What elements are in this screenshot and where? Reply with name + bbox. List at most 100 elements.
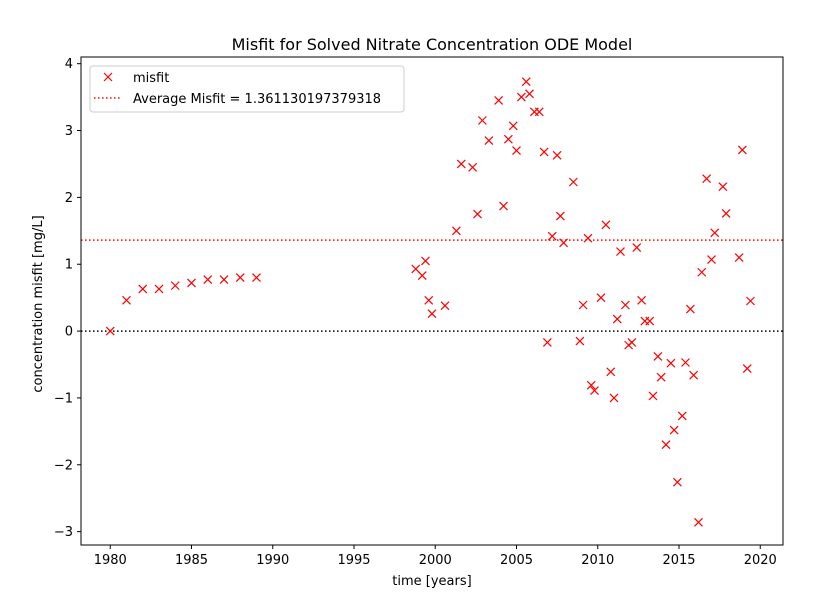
x-tick-label: 2015	[662, 553, 695, 568]
legend-label-average: Average Misfit = 1.361130197379318	[133, 92, 381, 107]
y-tick-label: −2	[54, 458, 73, 473]
misfit-point	[451, 226, 461, 236]
legend-label-misfit: misfit	[133, 71, 169, 86]
misfit-point	[122, 295, 131, 305]
misfit-point	[494, 96, 504, 105]
y-tick-label: 2	[65, 191, 73, 206]
misfit-point	[648, 391, 658, 401]
misfit-point	[666, 358, 676, 368]
misfit-point	[609, 393, 619, 403]
misfit-point	[694, 517, 703, 527]
misfit-point	[710, 228, 720, 238]
x-tick-label: 2010	[581, 553, 614, 568]
misfit-point	[484, 136, 494, 145]
misfit-point	[656, 372, 666, 382]
misfit-point	[677, 411, 687, 421]
misfit-point	[417, 271, 427, 281]
misfit-point	[637, 295, 647, 305]
misfit-point	[516, 92, 526, 102]
misfit-point	[539, 147, 549, 157]
misfit-point	[252, 273, 261, 283]
misfit-point	[721, 209, 731, 218]
misfit-point	[508, 121, 518, 131]
misfit-point	[685, 304, 695, 314]
y-tick-label: 4	[65, 57, 73, 72]
misfit-point	[468, 162, 478, 172]
misfit-point	[427, 309, 437, 319]
misfit-point	[559, 238, 569, 248]
misfit-point	[697, 267, 707, 277]
misfit-point	[742, 364, 752, 373]
misfit-point	[525, 89, 534, 99]
misfit-point	[645, 316, 655, 326]
misfit-point	[440, 301, 450, 311]
x-axis-label: time [years]	[392, 574, 471, 589]
plot-frame	[80, 56, 784, 546]
misfit-point	[154, 284, 164, 294]
misfit-point	[456, 159, 466, 169]
misfit-point	[661, 440, 671, 450]
legend-marker-misfit	[103, 72, 113, 82]
misfit-point	[499, 201, 508, 211]
misfit-point	[734, 253, 744, 262]
misfit-point	[707, 255, 716, 264]
misfit-point	[512, 146, 521, 156]
y-tick-label: −1	[54, 391, 73, 406]
x-tick-label: 1995	[337, 553, 370, 568]
misfit-point	[555, 211, 565, 221]
misfit-point	[632, 243, 642, 252]
y-tick-label: 3	[65, 124, 73, 139]
misfit-point	[702, 174, 712, 184]
misfit-point	[612, 314, 622, 324]
chart-title: Misfit for Solved Nitrate Concentration …	[232, 35, 633, 54]
misfit-point	[672, 477, 682, 487]
misfit-point	[627, 338, 637, 347]
misfit-point	[534, 107, 544, 117]
misfit-point	[653, 352, 663, 361]
misfit-point	[586, 380, 596, 390]
y-tick-label: 1	[65, 258, 73, 273]
misfit-point	[105, 326, 115, 336]
x-tick-label: 1980	[94, 553, 127, 568]
legend-box	[89, 65, 405, 113]
legend: misfit Average Misfit = 1.361130197379318	[89, 65, 405, 113]
y-axis-label: concentration misfit [mg/L]	[31, 215, 46, 392]
misfit-point	[583, 233, 593, 243]
misfit-point	[590, 386, 599, 396]
x-tick-label: 2000	[419, 553, 452, 568]
misfit-point	[503, 134, 513, 144]
misfit-point	[746, 296, 755, 306]
x-tick-label: 1990	[256, 553, 289, 568]
misfit-point	[669, 425, 679, 435]
misfit-point	[187, 278, 196, 288]
misfit-point	[578, 300, 588, 310]
y-tick-label: 0	[65, 325, 73, 340]
misfit-point	[235, 273, 245, 283]
misfit-point	[421, 256, 430, 266]
misfit-point	[737, 145, 747, 155]
misfit-point	[424, 295, 434, 305]
misfit-point	[681, 358, 690, 367]
misfit-point	[170, 281, 180, 291]
x-tick-label: 1985	[175, 553, 208, 568]
misfit-point	[575, 336, 585, 346]
misfit-point	[606, 367, 616, 377]
misfit-point	[203, 275, 213, 285]
misfit-point	[552, 150, 562, 160]
misfit-point	[219, 275, 229, 285]
misfit-point	[601, 220, 611, 230]
misfit-point	[596, 293, 606, 303]
misfit-point	[542, 338, 552, 347]
misfit-point	[547, 231, 557, 241]
misfit-point	[718, 182, 728, 192]
misfit-point	[521, 77, 531, 87]
x-tick-label: 2005	[500, 553, 533, 568]
misfit-point	[616, 247, 625, 256]
misfit-point	[689, 370, 699, 380]
plot-area: 1980 1985 1990 1995 2000 2005 2010 2015 2020 −3 −2…	[54, 56, 784, 568]
x-tick-label: 2020	[744, 553, 777, 568]
y-tick-label: −3	[54, 525, 73, 540]
misfit-point	[477, 116, 487, 125]
misfit-point	[620, 300, 630, 310]
